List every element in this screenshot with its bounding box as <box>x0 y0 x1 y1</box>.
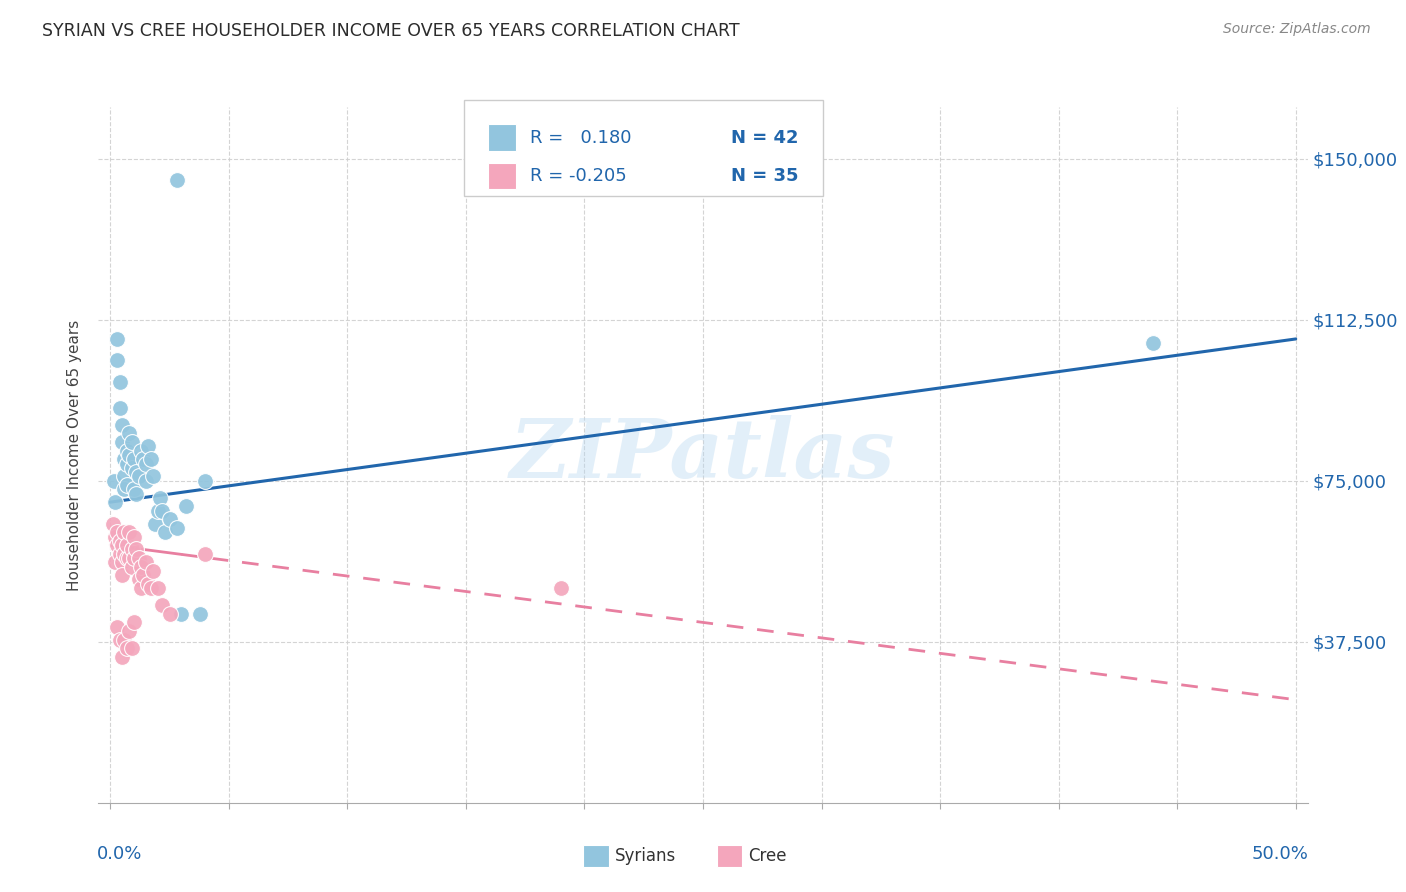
Point <box>122 529 145 543</box>
Text: ZIPatlas: ZIPatlas <box>510 415 896 495</box>
Point <box>114 469 136 483</box>
Point <box>115 443 138 458</box>
Point <box>1142 336 1164 351</box>
Point <box>114 525 136 540</box>
Text: N = 35: N = 35 <box>731 167 799 185</box>
Point <box>132 452 155 467</box>
Point <box>136 439 159 453</box>
Point <box>122 452 145 467</box>
Text: R = -0.205: R = -0.205 <box>530 167 627 185</box>
Point <box>108 533 131 548</box>
Point <box>139 581 162 595</box>
Point <box>190 607 212 621</box>
Point <box>114 547 136 561</box>
Point <box>122 615 145 630</box>
Point <box>129 581 152 595</box>
Point <box>139 452 162 467</box>
Point <box>108 547 131 561</box>
Point <box>194 547 217 561</box>
Point <box>125 542 148 557</box>
Point <box>149 491 172 505</box>
Point <box>111 417 134 432</box>
Point <box>170 607 193 621</box>
Point <box>143 516 166 531</box>
Text: Syrians: Syrians <box>614 847 676 865</box>
Point <box>118 624 141 638</box>
Point <box>105 620 128 634</box>
Point <box>166 173 188 187</box>
Point <box>121 641 143 656</box>
Text: SYRIAN VS CREE HOUSEHOLDER INCOME OVER 65 YEARS CORRELATION CHART: SYRIAN VS CREE HOUSEHOLDER INCOME OVER 6… <box>42 22 740 40</box>
Point <box>146 581 169 595</box>
Point <box>115 641 138 656</box>
Point <box>118 525 141 540</box>
Text: 0.0%: 0.0% <box>97 845 142 863</box>
Point <box>114 452 136 467</box>
Point <box>105 525 128 540</box>
Point <box>159 512 181 526</box>
Point <box>128 573 150 587</box>
Point <box>115 457 138 471</box>
Point <box>118 448 141 462</box>
Point <box>121 542 143 557</box>
Point <box>174 500 197 514</box>
Point <box>104 555 127 569</box>
Point <box>108 401 131 415</box>
Point <box>135 555 157 569</box>
Point <box>122 551 145 566</box>
Point <box>114 632 136 647</box>
Point <box>125 486 148 500</box>
Point <box>142 469 165 483</box>
Point <box>115 551 138 566</box>
Point <box>108 375 131 389</box>
Point <box>104 529 127 543</box>
Text: Source: ZipAtlas.com: Source: ZipAtlas.com <box>1223 22 1371 37</box>
Text: 50.0%: 50.0% <box>1251 845 1309 863</box>
Point <box>152 599 174 613</box>
Point <box>136 576 159 591</box>
Point <box>118 426 141 441</box>
Point <box>105 332 128 346</box>
Point <box>146 504 169 518</box>
Y-axis label: Householder Income Over 65 years: Householder Income Over 65 years <box>67 319 83 591</box>
Point <box>111 538 134 552</box>
Point <box>111 649 134 664</box>
Point <box>108 632 131 647</box>
Text: Cree: Cree <box>748 847 786 865</box>
Point <box>153 525 176 540</box>
Point <box>132 568 155 582</box>
Point <box>105 538 128 552</box>
Point <box>111 435 134 450</box>
Point <box>135 457 157 471</box>
Point <box>128 469 150 483</box>
Point <box>121 435 143 450</box>
Point <box>105 353 128 368</box>
Point <box>135 474 157 488</box>
Point <box>103 474 125 488</box>
Point <box>115 538 138 552</box>
Text: R =   0.180: R = 0.180 <box>530 128 631 146</box>
Point <box>129 443 152 458</box>
Point <box>152 504 174 518</box>
Point <box>114 483 136 497</box>
Point <box>194 474 217 488</box>
Point <box>111 568 134 582</box>
Text: N = 42: N = 42 <box>731 128 799 146</box>
Point <box>115 478 138 492</box>
Point <box>122 483 145 497</box>
Point <box>118 551 141 566</box>
Point <box>111 555 134 569</box>
Point <box>129 559 152 574</box>
Point <box>142 564 165 578</box>
Point <box>101 516 124 531</box>
Point <box>125 465 148 479</box>
Point <box>128 551 150 566</box>
Point <box>121 559 143 574</box>
Point <box>550 581 572 595</box>
Point <box>166 521 188 535</box>
Point <box>121 460 143 475</box>
Point <box>104 495 127 509</box>
Point <box>159 607 181 621</box>
